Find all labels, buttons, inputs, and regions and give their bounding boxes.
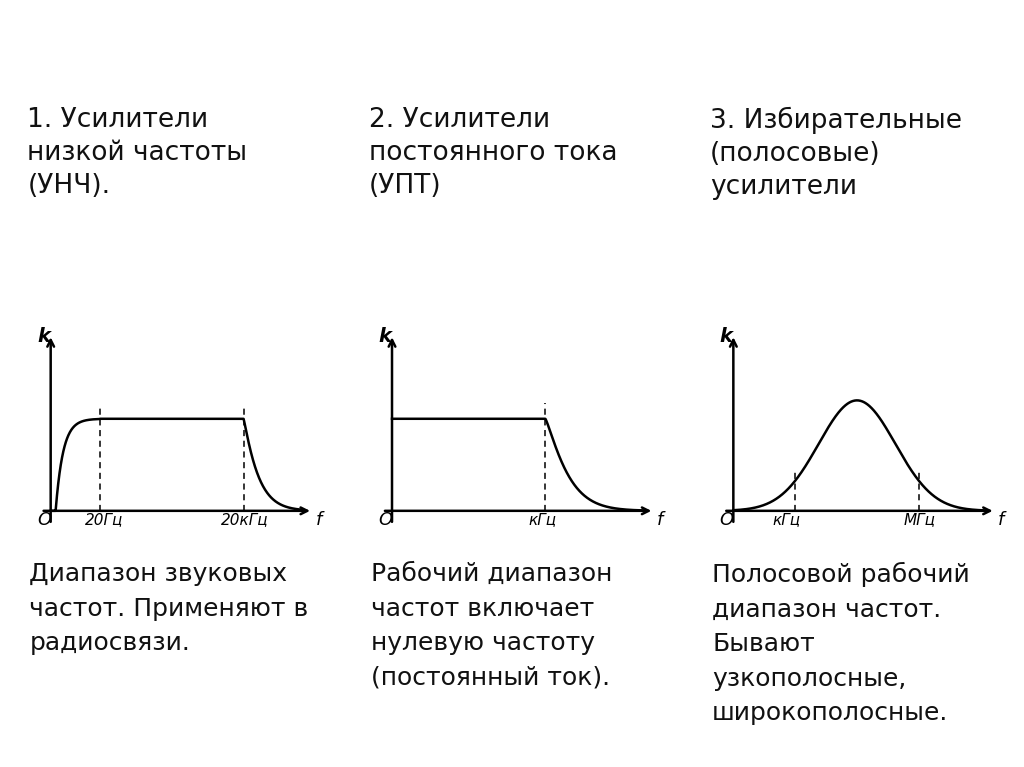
Text: МГц: МГц	[904, 512, 936, 528]
Text: Рабочий диапазон
частот включает
нулевую частоту
(постоянный ток).: Рабочий диапазон частот включает нулевую…	[371, 562, 612, 690]
Text: Классификация по частному диапазону: Классификация по частному диапазону	[0, 23, 1024, 68]
Text: 20кГц: 20кГц	[221, 512, 269, 528]
Text: 3. Избирательные
(полосовые)
усилители: 3. Избирательные (полосовые) усилители	[710, 107, 962, 200]
Text: O: O	[37, 511, 51, 528]
Text: f: f	[998, 511, 1005, 528]
Text: O: O	[379, 511, 392, 528]
Text: O: O	[720, 511, 734, 528]
Text: Полосовой рабочий
диапазон частот.
Бывают
узкополосные,
широкополосные.: Полосовой рабочий диапазон частот. Бываю…	[712, 562, 970, 725]
Text: f: f	[656, 511, 663, 528]
Text: k: k	[379, 327, 391, 346]
Text: f: f	[315, 511, 322, 528]
Text: k: k	[720, 327, 733, 346]
Text: 20Гц: 20Гц	[85, 512, 124, 528]
Text: 2. Усилители
постоянного тока
(УПТ): 2. Усилители постоянного тока (УПТ)	[369, 107, 617, 199]
Text: кГц: кГц	[528, 512, 556, 528]
Text: k: k	[37, 327, 50, 346]
Text: Диапазон звуковых
частот. Применяют в
радиосвязи.: Диапазон звуковых частот. Применяют в ра…	[30, 562, 309, 655]
Text: кГц: кГц	[773, 512, 801, 528]
Text: 1. Усилители
низкой частоты
(УНЧ).: 1. Усилители низкой частоты (УНЧ).	[28, 107, 248, 199]
